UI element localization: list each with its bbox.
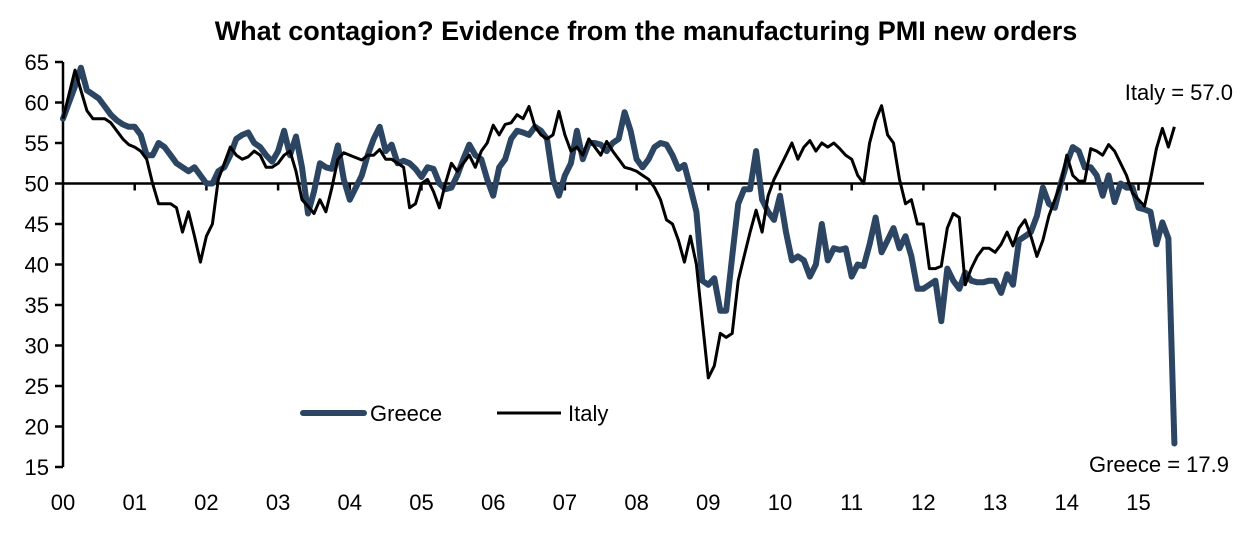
x-tick-label: 13 bbox=[983, 490, 1007, 515]
y-tick-label: 65 bbox=[25, 50, 49, 75]
y-tick-label: 20 bbox=[25, 415, 49, 440]
x-tick-label: 11 bbox=[840, 490, 863, 515]
x-tick-label: 06 bbox=[481, 490, 505, 515]
y-tick-label: 15 bbox=[25, 455, 49, 480]
series-line-greece bbox=[60, 64, 1178, 447]
annotation-italy: Italy = 57.0 bbox=[1125, 80, 1233, 105]
x-tick-label: 03 bbox=[266, 490, 290, 515]
annotation-greece: Greece = 17.9 bbox=[1089, 452, 1229, 477]
x-tick-label: 07 bbox=[553, 490, 577, 515]
series-layer bbox=[60, 64, 1178, 447]
x-tick-label: 08 bbox=[624, 490, 648, 515]
x-tick-label: 14 bbox=[1055, 490, 1079, 515]
y-tick-label: 25 bbox=[25, 374, 49, 399]
legend-label-greece: Greece bbox=[370, 401, 442, 426]
x-tick-label: 04 bbox=[338, 490, 362, 515]
x-tick-label: 02 bbox=[194, 490, 218, 515]
x-tick-label: 12 bbox=[911, 490, 935, 515]
x-tick-label: 00 bbox=[51, 490, 75, 515]
y-tick-label: 60 bbox=[25, 91, 49, 116]
x-axis: 00 01 02 03 04 05 06 07 08 09 10 11 12 13 14 15 bbox=[51, 182, 1204, 515]
y-tick-label: 30 bbox=[25, 334, 49, 359]
x-tick-label: 01 bbox=[122, 490, 146, 515]
x-tick-label: 05 bbox=[409, 490, 433, 515]
y-tick-label: 55 bbox=[25, 131, 49, 156]
legend-label-italy: Italy bbox=[568, 401, 608, 426]
y-tick-label: 40 bbox=[25, 253, 49, 278]
y-tick-label: 50 bbox=[25, 172, 49, 197]
y-tick-label: 35 bbox=[25, 293, 49, 318]
legend: Greece Italy bbox=[300, 401, 608, 426]
x-tick-label: 09 bbox=[696, 490, 720, 515]
x-tick-label: 15 bbox=[1126, 490, 1150, 515]
chart-title: What contagion? Evidence from the manufa… bbox=[215, 16, 1078, 46]
y-axis: 15 20 25 30 35 40 45 50 55 60 65 bbox=[25, 50, 65, 480]
y-tick-label: 45 bbox=[25, 212, 49, 237]
x-tick-label: 10 bbox=[768, 490, 792, 515]
series-line-italy bbox=[61, 68, 1176, 380]
